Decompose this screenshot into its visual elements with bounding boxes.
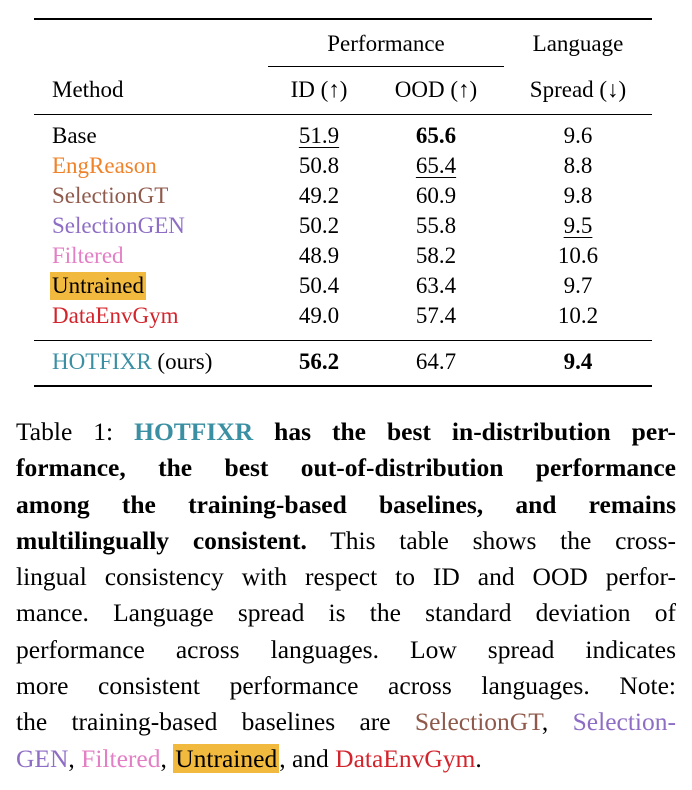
method-cell: Untrained	[50, 272, 146, 300]
caption-selectiongen: GEN	[16, 743, 69, 773]
caption-dataenvgym: DataEnvGym	[335, 743, 476, 773]
caption-label: Table 1:	[16, 417, 135, 446]
caption-selectiongen: Selection-	[572, 707, 676, 737]
ood-cell: 60.9	[415, 183, 457, 208]
spread-cell: 9.7	[563, 273, 593, 298]
header-id: ID (↑)	[290, 77, 348, 102]
caption-text: This table shows the cross-	[306, 525, 676, 555]
mid-rule	[34, 340, 652, 341]
ood-cell: 65.6	[415, 123, 457, 148]
caption-line: formance, the best out-of-distribution p…	[16, 450, 676, 486]
caption-bold-text: formance, the best out-of-distribution p…	[16, 453, 676, 483]
caption-line: lingual consistency with respect to ID a…	[16, 562, 676, 592]
caption-filtered: Filtered	[81, 743, 161, 773]
id-cell: 50.4	[298, 273, 340, 298]
header-method: Method	[52, 77, 124, 102]
caption-text: ,	[160, 743, 174, 773]
caption-bold-text: multilingually consistent.	[16, 525, 307, 555]
spread-cell: 8.8	[563, 153, 593, 178]
id-cell: 50.8	[298, 153, 340, 178]
header-performance: Performance	[327, 31, 445, 56]
spread-cell: 9.8	[563, 183, 593, 208]
id-cell: 56.2	[298, 349, 340, 374]
bottom-rule	[34, 385, 652, 387]
caption-line: GEN, Filtered, Untrained, and DataEnvGym…	[16, 741, 676, 777]
caption-method-name: HOTFIXR	[134, 417, 254, 446]
caption-selectiongt: SelectionGT	[414, 707, 542, 737]
ours-suffix: (ours)	[157, 349, 213, 374]
caption-line: multilingually consistent. This table sh…	[16, 523, 676, 559]
caption-line: Table 1: HOTFIXR has the best in-distrib…	[16, 414, 676, 450]
caption-line: among the training-based baselines, and …	[16, 487, 676, 523]
method-cell: Base	[52, 123, 97, 148]
ood-cell: 65.4	[415, 153, 457, 178]
spread-cell: 10.2	[557, 303, 599, 328]
header-language: Language	[532, 31, 624, 56]
caption-text: .	[475, 743, 482, 773]
caption-text: , and	[279, 743, 336, 773]
id-cell: 50.2	[298, 213, 340, 238]
caption-text: ,	[68, 743, 82, 773]
caption-untrained: Untrained	[173, 743, 280, 773]
ood-cell: 55.8	[415, 213, 457, 238]
id-cell: 48.9	[298, 243, 340, 268]
top-rule	[34, 18, 652, 20]
spread-cell: 9.4	[563, 349, 593, 374]
caption-text: ,	[541, 707, 573, 737]
ours-name: HOTFIXR	[52, 349, 152, 374]
caption-bold-text: among the training-based baselines, and …	[16, 489, 676, 519]
id-cell: 49.2	[298, 183, 340, 208]
table-caption: Table 1: HOTFIXR has the best in-distrib…	[16, 414, 676, 777]
performance-cmidrule	[268, 66, 504, 67]
header-ood: OOD (↑)	[394, 77, 478, 102]
caption-line: mance. Language spread is the standard d…	[16, 598, 676, 628]
method-cell: SelectionGEN	[52, 213, 185, 238]
spread-cell: 9.5	[563, 213, 593, 238]
caption-bold-text: has the best in-distribution per-	[253, 417, 677, 446]
ood-cell: 63.4	[415, 273, 457, 298]
id-cell: 49.0	[298, 303, 340, 328]
id-cell: 51.9	[298, 123, 340, 148]
ood-cell: 64.7	[415, 349, 457, 374]
ood-cell: 58.2	[415, 243, 457, 268]
header-rule	[34, 114, 652, 115]
method-cell: EngReason	[52, 153, 157, 178]
ood-cell: 57.4	[415, 303, 457, 328]
method-cell: DataEnvGym	[52, 303, 179, 328]
caption-line: more consistent performance across langu…	[16, 671, 676, 701]
method-cell-ours: HOTFIXR (ours)	[52, 348, 212, 376]
caption-line: performance across languages. Low spread…	[16, 634, 676, 664]
caption-line: the training-based baselines are Selecti…	[16, 704, 676, 740]
caption-text: the training-based baselines are	[16, 707, 415, 737]
header-spread: Spread (↓)	[529, 77, 627, 102]
spread-cell: 9.6	[563, 123, 593, 148]
method-cell: SelectionGT	[52, 183, 169, 208]
method-cell: Filtered	[52, 243, 124, 268]
spread-cell: 10.6	[557, 243, 599, 268]
